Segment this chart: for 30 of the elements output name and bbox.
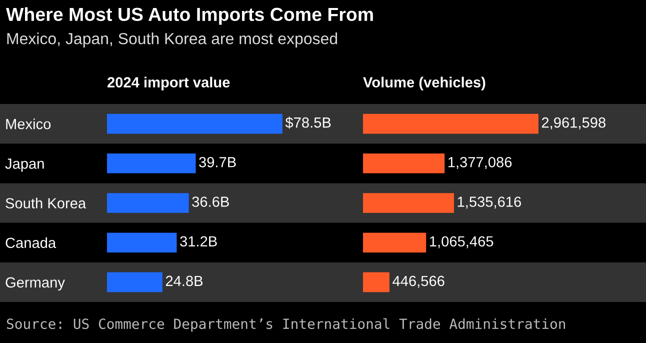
data-label: 2,961,598 xyxy=(542,117,606,130)
bar xyxy=(363,232,426,252)
bar xyxy=(363,114,538,134)
bar xyxy=(107,272,162,292)
data-label: $78.5B xyxy=(285,116,331,129)
bar xyxy=(363,272,390,292)
y-tick-label: Germany xyxy=(6,277,65,291)
bar xyxy=(363,154,445,174)
x-axis-title: 2024 import value xyxy=(108,76,230,90)
bar xyxy=(363,193,454,213)
y-tick-label: Japan xyxy=(5,158,44,172)
y-tick-label: Mexico xyxy=(6,118,51,130)
data-label: 24.8B xyxy=(166,276,203,286)
data-label: 39.7B xyxy=(199,156,236,168)
source-note: Source: US Commerce Department’s International Trade Administration xyxy=(6,318,566,332)
x-axis-title: Volume (vehicles) xyxy=(363,76,486,90)
data-label: 446,566 xyxy=(392,276,444,288)
bar xyxy=(107,154,196,174)
bar xyxy=(107,193,189,213)
data-label: 1,377,086 xyxy=(448,156,512,170)
bar xyxy=(107,114,282,134)
data-label: 1,535,616 xyxy=(458,196,521,209)
data-label: 1,065,465 xyxy=(430,236,494,248)
bar xyxy=(107,232,177,252)
chart-subtitle: Mexico, Japan, South Korea are most exposed xyxy=(7,32,338,48)
data-label: 36.6B xyxy=(192,196,229,207)
data-label: 31.2B xyxy=(180,236,217,247)
y-tick-label: Canada xyxy=(6,237,56,248)
chart-title: Where Most US Auto Imports Come From xyxy=(6,7,373,25)
y-tick-label: South Korea xyxy=(6,198,86,208)
